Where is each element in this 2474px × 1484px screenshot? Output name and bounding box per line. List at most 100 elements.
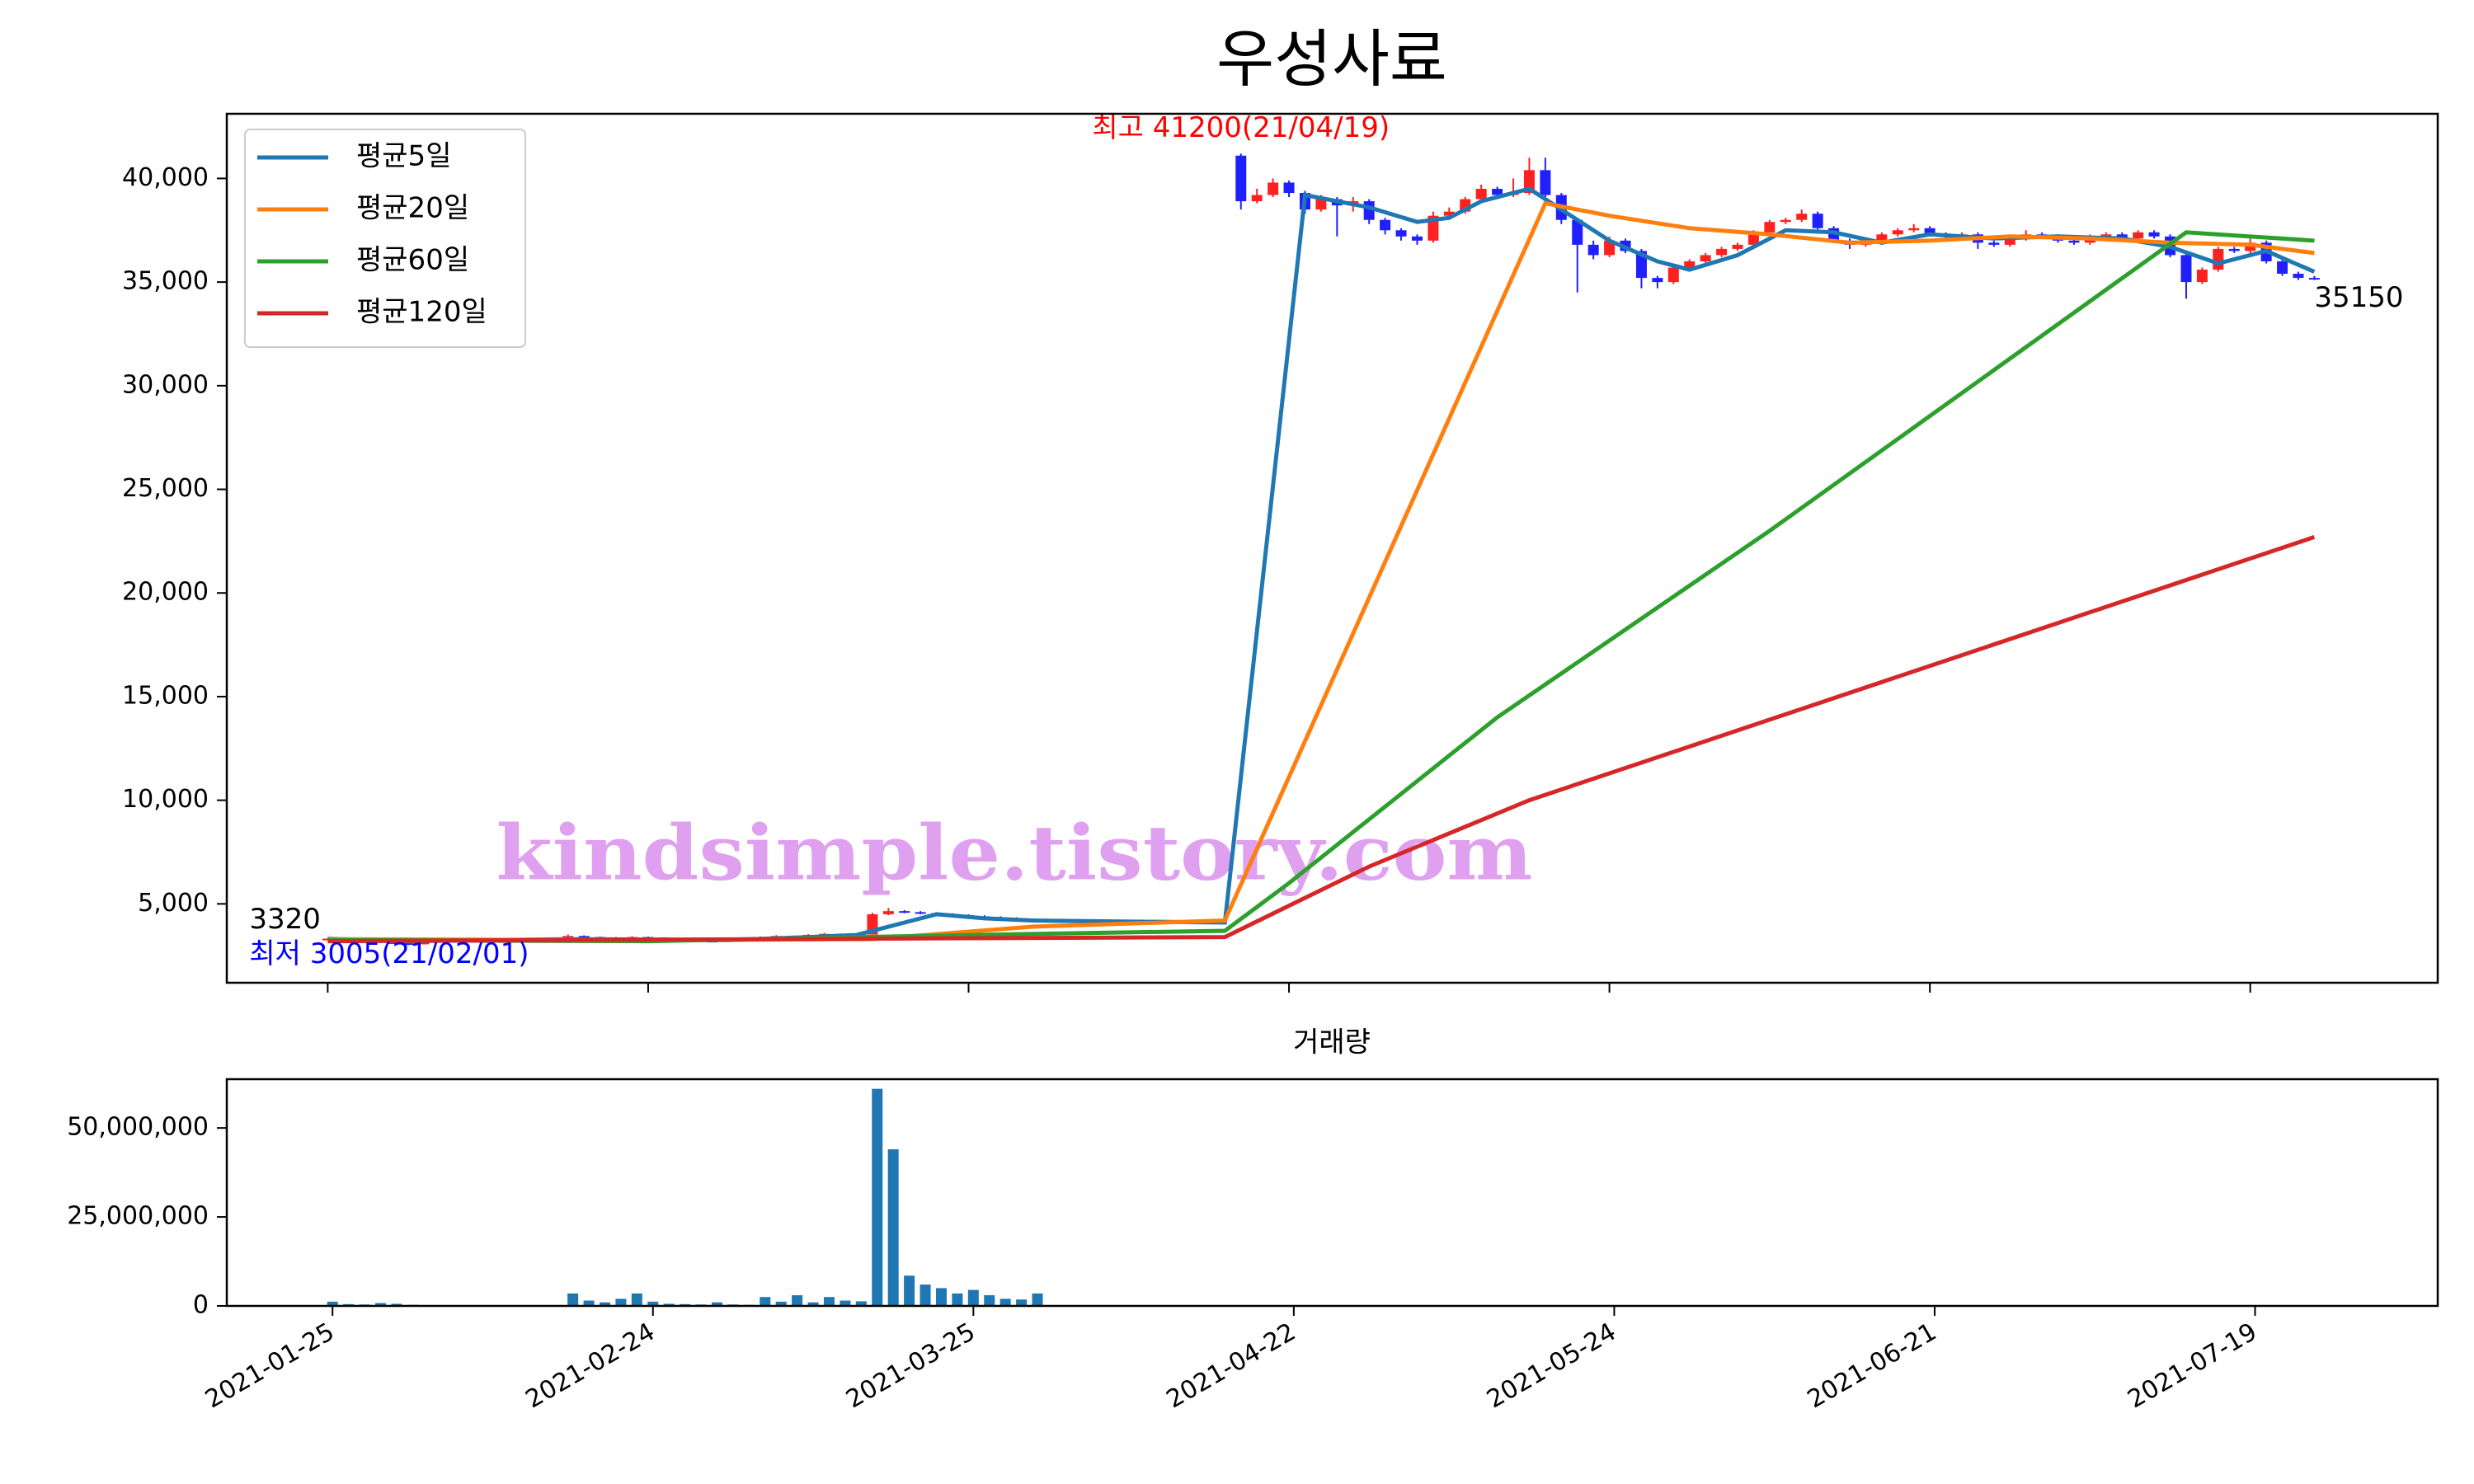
candle-body — [386, 942, 397, 944]
first-label: 3320 — [249, 903, 321, 936]
candle-body — [1380, 219, 1391, 231]
volume-bar — [711, 1302, 722, 1306]
candle-body — [2196, 270, 2208, 283]
volume-bar — [855, 1301, 867, 1306]
axes-frame — [225, 1078, 2439, 1308]
candle-body — [1268, 182, 1279, 195]
max-label: 최고 41200(21/04/19) — [1092, 111, 1390, 144]
legend-label: 평균5일 — [356, 140, 451, 173]
candle-body — [2213, 248, 2224, 270]
candle-body — [1908, 228, 1920, 231]
candle-body — [1572, 219, 1583, 245]
y-tick-label: 0 — [193, 1291, 209, 1320]
candle-body — [1667, 267, 1679, 283]
legend-label: 평균20일 — [356, 192, 469, 225]
candle-body — [2148, 232, 2160, 237]
candle-body — [1652, 278, 1663, 283]
y-tick-label: 5,000 — [138, 889, 209, 918]
volume-bar — [872, 1088, 883, 1306]
candle-body — [2180, 255, 2192, 283]
candle-body — [2308, 278, 2320, 280]
candle-body — [1395, 230, 1407, 237]
volume-bar — [840, 1300, 851, 1306]
volume-bar — [583, 1300, 595, 1306]
y-tick-label: 25,000 — [122, 474, 209, 503]
volume-bar — [967, 1289, 979, 1306]
candle-body — [2133, 232, 2144, 239]
last-label: 35150 — [2314, 281, 2403, 314]
candle-body — [1747, 232, 1759, 245]
y-tick-label: 25,000,000 — [67, 1202, 209, 1231]
legend-label: 평균60일 — [356, 244, 469, 277]
volume-bar — [760, 1297, 771, 1306]
volume-bar — [999, 1298, 1011, 1306]
y-tick-label: 35,000 — [122, 267, 209, 296]
candle-body — [899, 911, 910, 913]
candle-body — [1475, 189, 1487, 200]
volume-bar — [631, 1293, 642, 1306]
candle-body — [1411, 236, 1423, 241]
y-tick-label: 10,000 — [122, 785, 209, 814]
ma-line — [327, 200, 2315, 942]
legend-box — [244, 129, 526, 348]
volume-bar — [391, 1303, 402, 1306]
chart-title: 우성사료 — [1216, 22, 1447, 96]
candle-body — [1283, 182, 1295, 194]
candle-body — [1796, 214, 1808, 220]
volume-bar — [1032, 1293, 1043, 1306]
candle-body — [1876, 234, 1888, 243]
axes-frame — [225, 112, 2439, 984]
candle-body — [1892, 230, 1903, 235]
volume-title: 거래량 — [1293, 1026, 1371, 1059]
y-tick-label: 15,000 — [122, 681, 209, 710]
candle-body — [1716, 248, 1728, 256]
y-tick-label: 40,000 — [122, 163, 209, 192]
legend-label: 평균120일 — [356, 296, 487, 329]
volume-bar — [952, 1293, 963, 1306]
volume-bar — [935, 1288, 947, 1306]
candle-body — [1604, 240, 1616, 256]
candle-body — [2004, 238, 2015, 245]
candle-body — [1251, 195, 1263, 202]
min-label: 최저 3005(21/02/01) — [249, 937, 529, 970]
volume-bar — [567, 1293, 579, 1306]
candle-body — [915, 912, 926, 914]
volume-bar — [615, 1298, 627, 1306]
candle-body — [1812, 214, 1823, 228]
volume-bar — [647, 1301, 659, 1306]
candle-body — [1988, 242, 2000, 245]
candle-body — [2068, 240, 2080, 243]
volume-bar — [807, 1302, 819, 1306]
candle-body — [2228, 248, 2240, 251]
volume-bar — [775, 1301, 787, 1306]
volume-bar — [375, 1303, 387, 1306]
candle-body — [1780, 219, 1791, 223]
volume-bar — [920, 1284, 931, 1306]
y-tick-label: 30,000 — [122, 370, 209, 399]
candle-body — [1492, 189, 1503, 195]
candle-body — [1700, 255, 1711, 261]
candle-body — [882, 911, 894, 914]
candle-body — [1764, 222, 1776, 232]
volume-bar — [1016, 1299, 1028, 1306]
candle-body — [1443, 211, 1455, 216]
candle-body — [2100, 234, 2112, 237]
volume-bar — [904, 1275, 915, 1306]
volume-bar — [327, 1301, 338, 1306]
candle-body — [1235, 155, 1247, 202]
candle-body — [1732, 244, 1743, 249]
candle-body — [1540, 170, 1551, 195]
volume-bar — [599, 1302, 610, 1306]
candle-body — [418, 942, 430, 945]
volume-bar — [887, 1149, 899, 1306]
candle-body — [2293, 274, 2304, 279]
candle-body — [1587, 244, 1599, 256]
candle-body — [1523, 170, 1535, 194]
candle-body — [1684, 261, 1696, 268]
y-tick-label: 50,000,000 — [67, 1113, 209, 1142]
y-tick-label: 20,000 — [122, 578, 209, 607]
candle-body — [1924, 228, 1935, 235]
